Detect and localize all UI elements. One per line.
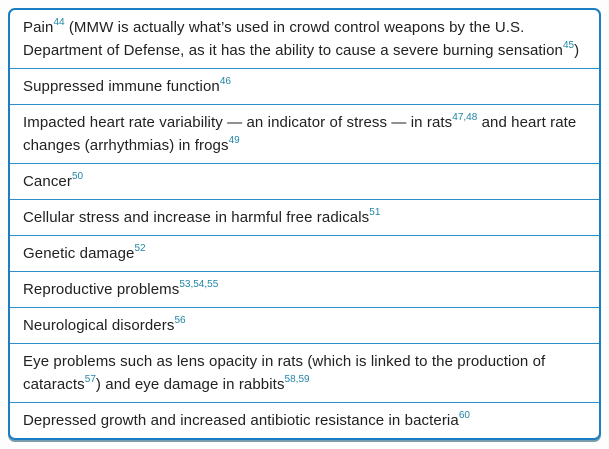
footnote-ref[interactable]: 45 <box>562 40 575 51</box>
row-text: Pain <box>23 19 54 36</box>
row-text: Eye problems such as lens opacity in rat… <box>23 353 546 393</box>
footnote-ref[interactable]: 58,59 <box>284 374 310 385</box>
table-row: Pain44 (MMW is actually what’s used in c… <box>10 10 599 68</box>
table-row: Depressed growth and increased antibioti… <box>10 402 599 438</box>
row-text: (MMW is actually what’s used in crowd co… <box>23 19 563 59</box>
footnote-ref[interactable]: 50 <box>71 171 84 182</box>
footnote-ref[interactable]: 46 <box>219 76 231 87</box>
table-row: Impacted heart rate variability — an ind… <box>10 104 599 163</box>
row-text: Cellular stress and increase in harmful … <box>23 209 370 226</box>
row-text: Reproductive problems <box>23 281 180 298</box>
footnote-ref[interactable]: 56 <box>174 315 186 326</box>
table-row: Genetic damage52 <box>10 235 599 271</box>
row-text: Impacted heart rate variability — an ind… <box>23 114 453 131</box>
row-text: Cancer <box>23 173 72 190</box>
footnote-ref[interactable]: 60 <box>458 410 470 421</box>
footnote-ref[interactable]: 53,54,55 <box>179 279 219 290</box>
footnote-ref[interactable]: 44 <box>53 17 65 28</box>
row-text: ) and eye damage in rabbits <box>95 376 285 393</box>
table-row: Cellular stress and increase in harmful … <box>10 199 599 235</box>
table-row: Suppressed immune function46 <box>10 68 599 104</box>
footnote-ref[interactable]: 52 <box>134 243 146 254</box>
table-row: Neurological disorders56 <box>10 307 599 343</box>
footnote-ref[interactable]: 51 <box>369 207 381 218</box>
row-text: Depressed growth and increased antibioti… <box>23 412 459 429</box>
table-row: Eye problems such as lens opacity in rat… <box>10 343 599 402</box>
footnote-ref[interactable]: 49 <box>228 135 240 146</box>
row-text: Genetic damage <box>23 245 135 262</box>
footnote-ref[interactable]: 47,48 <box>452 112 478 123</box>
row-text: Neurological disorders <box>23 317 175 334</box>
row-text: ) <box>574 42 580 59</box>
row-text: Suppressed immune function <box>23 78 220 95</box>
table-row: Reproductive problems53,54,55 <box>10 271 599 307</box>
row-text: and heart rate changes (arrhythmias) in … <box>23 114 577 154</box>
table-row: Cancer50 <box>10 163 599 199</box>
footnote-ref[interactable]: 57 <box>84 374 96 385</box>
health-effects-table: Pain44 (MMW is actually what’s used in c… <box>8 8 601 440</box>
